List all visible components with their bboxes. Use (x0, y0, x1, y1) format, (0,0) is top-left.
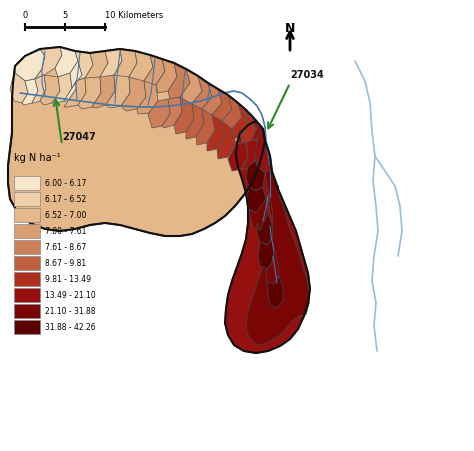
Text: 31.88 - 42.26: 31.88 - 42.26 (45, 323, 96, 332)
Polygon shape (8, 48, 265, 236)
Polygon shape (64, 79, 86, 108)
Polygon shape (121, 78, 146, 112)
Bar (14, 320, 40, 334)
Polygon shape (212, 90, 232, 124)
Text: 5: 5 (63, 11, 68, 20)
Polygon shape (252, 137, 266, 168)
Text: 10 Kilometers: 10 Kilometers (105, 11, 163, 20)
Polygon shape (10, 74, 28, 104)
Polygon shape (129, 52, 153, 84)
Polygon shape (257, 213, 272, 245)
Polygon shape (266, 252, 279, 285)
Bar (14, 225, 40, 239)
Polygon shape (186, 105, 204, 140)
Text: 0: 0 (22, 11, 27, 20)
Text: 7.00 - 7.61: 7.00 - 7.61 (45, 227, 86, 236)
Bar (14, 240, 40, 254)
Polygon shape (156, 60, 177, 94)
Polygon shape (247, 188, 266, 213)
Polygon shape (55, 48, 78, 78)
Text: 7.61 - 8.67: 7.61 - 8.67 (45, 243, 86, 252)
Polygon shape (283, 235, 303, 272)
Polygon shape (196, 110, 215, 146)
Polygon shape (114, 50, 137, 82)
Polygon shape (246, 161, 265, 192)
Polygon shape (64, 62, 82, 102)
Polygon shape (262, 156, 280, 203)
Polygon shape (92, 76, 115, 109)
Text: 6.17 - 6.52: 6.17 - 6.52 (45, 195, 86, 204)
Bar (14, 208, 40, 222)
Polygon shape (291, 279, 309, 316)
Polygon shape (202, 84, 222, 118)
Bar (14, 272, 40, 286)
Polygon shape (100, 50, 122, 80)
Text: 6.00 - 6.17: 6.00 - 6.17 (45, 179, 86, 188)
Polygon shape (174, 98, 194, 135)
Bar (14, 304, 40, 318)
Polygon shape (40, 76, 60, 106)
Bar (14, 257, 40, 271)
Polygon shape (258, 239, 274, 269)
Polygon shape (192, 77, 212, 112)
Polygon shape (144, 56, 165, 88)
Text: kg N ha⁻¹: kg N ha⁻¹ (14, 152, 61, 163)
Polygon shape (15, 50, 45, 82)
Bar (14, 288, 40, 302)
Polygon shape (242, 140, 258, 170)
Text: 9.81 - 13.49: 9.81 - 13.49 (45, 275, 91, 284)
Polygon shape (222, 96, 242, 132)
Polygon shape (255, 130, 272, 174)
Polygon shape (275, 212, 296, 250)
Text: 6.52 - 7.00: 6.52 - 7.00 (45, 211, 86, 220)
Text: 13.49 - 21.10: 13.49 - 21.10 (45, 291, 96, 300)
Polygon shape (268, 187, 288, 227)
Polygon shape (228, 143, 248, 172)
Text: 8.67 - 9.81: 8.67 - 9.81 (45, 259, 86, 268)
Polygon shape (241, 110, 256, 147)
Polygon shape (180, 70, 202, 107)
Polygon shape (52, 74, 72, 104)
Polygon shape (106, 76, 130, 109)
Polygon shape (148, 100, 170, 129)
Polygon shape (78, 78, 101, 110)
Polygon shape (246, 170, 309, 345)
Polygon shape (35, 48, 62, 80)
Text: 27047: 27047 (62, 132, 96, 142)
Polygon shape (250, 124, 265, 158)
Polygon shape (289, 258, 309, 295)
Polygon shape (162, 98, 182, 129)
Polygon shape (137, 82, 158, 115)
Polygon shape (85, 52, 108, 82)
Text: 21.10 - 31.88: 21.10 - 31.88 (45, 307, 95, 316)
Bar (14, 193, 40, 207)
Polygon shape (32, 76, 46, 104)
Polygon shape (207, 116, 225, 152)
Polygon shape (267, 276, 283, 308)
Text: 27034: 27034 (290, 70, 324, 80)
Polygon shape (217, 122, 236, 160)
Polygon shape (225, 122, 310, 353)
Text: N: N (285, 22, 295, 35)
Polygon shape (249, 199, 268, 231)
Polygon shape (248, 117, 263, 152)
Polygon shape (232, 104, 248, 140)
Polygon shape (22, 80, 38, 106)
Polygon shape (72, 52, 93, 89)
Bar (14, 177, 40, 191)
Polygon shape (168, 64, 190, 100)
